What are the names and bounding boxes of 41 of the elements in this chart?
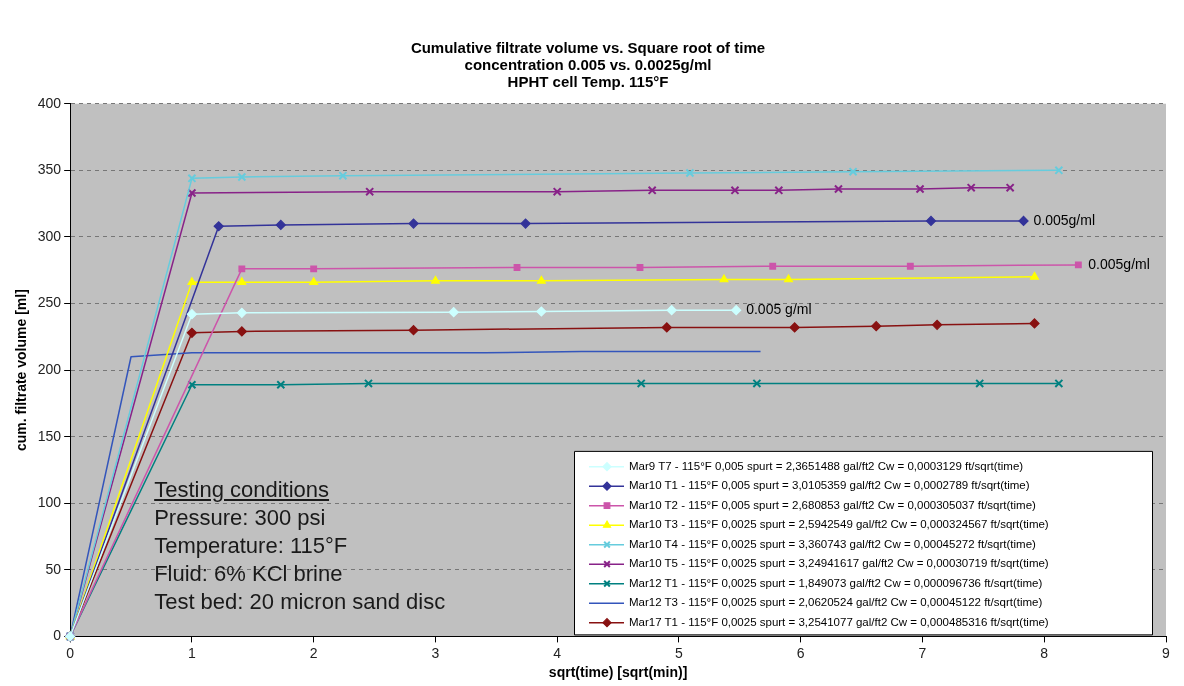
y-tick-label: 400: [37, 94, 62, 111]
annotation: Testing conditions: [154, 476, 331, 505]
x-tick-label: 1: [188, 644, 197, 661]
legend-label: Mar12 T3 - 115°F 0,0025 spurt = 2,0620524 gal/ft2 Cw = 0,00045122 ft/sqrt(time): [629, 596, 1043, 609]
y-tick-label: 200: [37, 360, 62, 377]
annotation: 0.005g/ml: [1088, 255, 1150, 272]
x-axis-title: sqrt(time) [sqrt(min)]: [548, 664, 688, 681]
x-tick-label: 7: [918, 644, 927, 661]
x-tick-label: 5: [675, 644, 684, 661]
legend-label: Mar12 T1 - 115°F 0,0025 spurt = 1,849073 gal/ft2 Cw = 0,000096736 ft/sqrt(time): [629, 576, 1043, 589]
text: Cumulative filtrate volume vs. Square root of time: [410, 38, 766, 56]
y-tick-label: 150: [37, 427, 62, 444]
legend-label: Mar10 T4 - 115°F 0,0025 spurt = 3,360743 gal/ft2 Cw = 0,00045272 ft/sqrt(time): [629, 537, 1037, 550]
annotation: 0.005g/ml: [1033, 211, 1096, 228]
y-tick-label: 50: [45, 560, 62, 577]
legend-label: Mar10 T5 - 115°F 0,0025 spurt = 3,24941617 gal/ft2 Cw = 0,00030719 ft/sqrt(time): [629, 557, 1049, 570]
y-tick-label: 100: [37, 494, 62, 511]
annotation: Temperature: 115°F: [154, 532, 349, 561]
legend-label: Mar10 T2 - 115°F 0,005 spurt = 2,680853 gal/ft2 Cw = 0,000305037 ft/sqrt(time): [629, 498, 1037, 511]
y-axis-title: cum. filtrate volume [ml]: [13, 289, 30, 451]
legend-label: Mar17 T1 - 115°F 0,0025 spurt = 3,2541077 gal/ft2 Cw = 0,000485316 ft/sqrt(time): [629, 615, 1049, 628]
legend-label: Mar9 T7 - 115°F 0,005 spurt = 2,3651488 gal/ft2 Cw = 0,0003129 ft/sqrt(time): [629, 459, 1024, 472]
x-tick-label: 2: [309, 644, 318, 661]
x-tick-label: 8: [1040, 644, 1049, 661]
annotation: Pressure: 300 psi: [154, 504, 327, 533]
x-tick-label: 9: [1162, 644, 1171, 661]
annotation: Test bed: 20 micron sand disc: [154, 588, 446, 617]
y-tick-label: 250: [37, 294, 62, 311]
y-tick-label: 300: [37, 227, 62, 244]
text: concentration 0.005 vs. 0.0025g/ml: [464, 56, 712, 74]
legend-label: Mar10 T1 - 115°F 0,005 spurt = 3,0105359 gal/ft2 Cw = 0,0002789 ft/sqrt(time): [629, 479, 1030, 492]
annotation: 0.005 g/ml: [746, 301, 812, 318]
legend-label: Mar10 T3 - 115°F 0,0025 spurt = 2,5942549 gal/ft2 Cw = 0,000324567 ft/sqrt(time): [629, 518, 1049, 531]
y-tick-label: 350: [37, 161, 62, 178]
x-tick-label: 6: [796, 644, 805, 661]
x-tick-label: 3: [431, 644, 440, 661]
x-tick-label: 0: [66, 644, 75, 661]
text: HPHT cell Temp. 115°F: [507, 73, 669, 91]
x-tick-label: 4: [553, 644, 562, 661]
y-tick-label: 0: [53, 627, 62, 644]
annotation: Fluid: 6% KCl brine: [154, 560, 344, 589]
